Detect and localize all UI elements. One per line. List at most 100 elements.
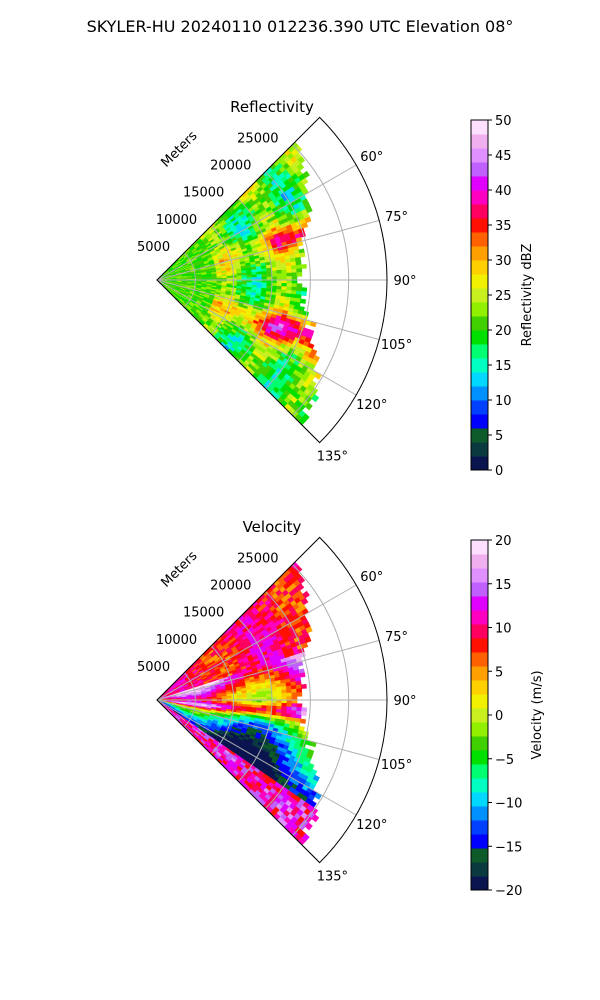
colorbar-tick-label: 20 [495,324,512,339]
reflectivity-field [156,141,322,426]
field-cell [302,170,310,179]
colorbar-swatch [471,680,488,695]
colorbar-swatch [471,414,488,429]
colorbar-swatch [471,736,488,751]
radial-tick-label: 25000 [237,131,278,146]
colorbar-swatch [471,624,488,639]
field-cell [251,274,258,278]
field-cell [300,291,307,297]
field-cell [266,693,273,698]
field-cell [286,272,293,277]
colorbar-swatch [471,568,488,583]
field-cell [296,283,303,288]
radial-tick-label: 20000 [210,579,251,594]
colorbar-swatch [471,246,488,261]
colorbar-swatch [471,134,488,149]
colorbar-swatch [471,610,488,625]
colorbar-swatch [471,120,488,135]
colorbar-tick-label: 0 [495,709,503,724]
field-cell [299,718,307,724]
colorbar-tick-label: 35 [495,219,512,234]
field-cell [291,272,298,277]
colorbar-swatch [471,176,488,191]
field-cell [296,163,305,171]
radial-tick-label: 20000 [210,159,251,174]
reflectivity-colorbar-label: Reflectivity dBZ [520,244,535,347]
field-cell [294,145,303,154]
colorbar-swatch [471,848,488,863]
field-cell [256,274,263,278]
angle-tick-label: 120° [356,398,387,413]
velocity-title: Velocity [243,518,302,536]
colorbar-swatch [471,232,488,247]
field-cell [291,268,298,274]
colorbar-swatch [471,764,488,779]
field-cell [291,695,298,701]
colorbar-tick-label: 30 [495,254,512,269]
colorbar-swatch [471,260,488,275]
colorbar-swatch [471,456,488,471]
colorbar-swatch [471,750,488,765]
velocity-colorbar-label: Velocity (m/s) [530,670,545,759]
colorbar-swatch [471,708,488,723]
field-cell [300,711,307,717]
colorbar-tick-label: 10 [495,622,512,637]
angle-tick-label: 105° [381,338,412,353]
field-cell [291,688,298,694]
colorbar-swatch [471,694,488,709]
colorbar-swatch [471,652,488,667]
field-cell [286,279,293,284]
field-cell [299,298,307,304]
colorbar-swatch [471,358,488,373]
colorbar-swatch [471,876,488,891]
field-cell [246,274,253,278]
colorbar-swatch [471,316,488,331]
field-cell [300,683,307,689]
field-cell [296,268,303,274]
reflectivity-radial-label: Meters [159,128,201,170]
radial-tick-label: 10000 [156,633,197,648]
angle-tick-label: 120° [356,818,387,833]
colorbar-swatch [471,428,488,443]
colorbar-tick-label: 25 [495,289,512,304]
colorbar-tick-label: 45 [495,149,512,164]
reflectivity-title: Reflectivity [230,98,314,116]
colorbar-swatch [471,540,488,555]
field-cell [281,692,288,698]
field-cell [286,283,293,288]
field-cell [291,275,298,281]
colorbar-swatch [471,806,488,821]
field-cell [291,703,298,708]
field-cell [266,270,273,275]
radial-tick-label: 5000 [137,240,170,255]
colorbar-swatch [471,162,488,177]
colorbar-swatch [471,190,488,205]
colorbar-tick-label: 20 [495,534,512,549]
angle-tick-label: 135° [317,869,348,884]
field-cell [266,690,273,695]
radial-tick-label: 15000 [183,606,224,621]
colorbar-swatch [471,204,488,219]
colorbar-tick-label: −5 [495,753,514,768]
field-cell [276,282,283,287]
field-cell [297,156,306,165]
colorbar-swatch [471,442,488,457]
field-cell [276,693,283,698]
field-cell [281,279,288,284]
field-cell [296,688,303,694]
angle-tick-label: 60° [360,570,383,585]
colorbar-tick-label: 5 [495,665,503,680]
field-cell [266,273,273,278]
colorbar-swatch [471,778,488,793]
colorbar-swatch [471,582,488,597]
angle-tick-label: 90° [393,694,416,709]
figure-suptitle: SKYLER-HU 20240110 012236.390 UTC Elevat… [87,17,514,36]
field-cell [300,177,309,186]
field-cell [276,689,283,695]
colorbar-tick-label: 15 [495,578,512,593]
colorbar-swatch [471,372,488,387]
field-cell [286,269,293,274]
field-cell [276,269,283,275]
field-cell [291,699,298,705]
